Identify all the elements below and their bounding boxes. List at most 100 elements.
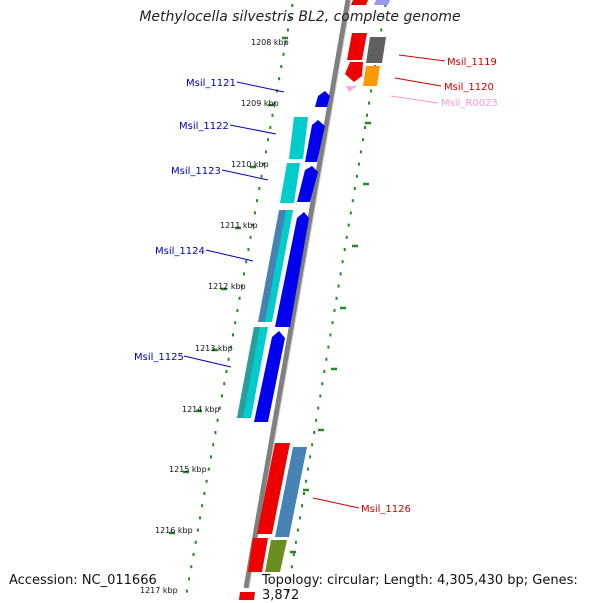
kbp-label: 1210 kbp — [231, 160, 269, 169]
minor-tick — [247, 248, 250, 251]
kbp-label: 1215 kbp — [169, 465, 207, 474]
minor-tick — [240, 284, 243, 288]
minor-tick — [366, 113, 368, 117]
minor-tick — [296, 528, 299, 532]
minor-tick — [362, 138, 364, 142]
gene-feature-red-top — [351, 0, 368, 5]
kbp-label: 1216 kbp — [155, 526, 193, 535]
kbp-label: 1208 kbp — [251, 38, 289, 47]
minor-tick — [290, 565, 293, 569]
minor-tick — [207, 467, 210, 471]
gene-feature-msil-1120 — [345, 62, 363, 82]
minor-tick — [238, 296, 241, 300]
minor-tick — [341, 260, 344, 264]
minor-tick — [339, 272, 342, 276]
minor-tick — [368, 101, 371, 105]
gene-feature-msil-1125 — [254, 331, 285, 422]
gene-feature-msil-1124 — [275, 212, 309, 327]
gene-feature-msil-1123-cyan — [280, 163, 300, 203]
gene-feature-msil-1126 — [275, 447, 307, 537]
minor-tick — [331, 321, 334, 325]
gene-feature-msil-1125-steel — [237, 327, 260, 418]
minor-tick — [370, 89, 373, 93]
gene-label-msil-1125[interactable]: Msil_1125 — [134, 352, 184, 363]
gene-feature-red-1 — [257, 443, 290, 534]
gene-label-msil-1123[interactable]: Msil_1123 — [171, 166, 221, 177]
minor-tick — [329, 333, 332, 337]
minor-tick — [291, 4, 294, 7]
minor-tick — [347, 223, 350, 227]
minor-tick — [267, 138, 270, 142]
minor-tick — [319, 394, 322, 398]
gene-feature-msil-1121 — [315, 91, 330, 107]
kbp-labels: 1208 kbp 1209 kbp 1210 kbp 1211 kbp 1212… — [140, 38, 289, 595]
minor-tick — [284, 40, 287, 44]
minor-tick — [307, 467, 310, 471]
minor-tick — [345, 235, 348, 239]
minor-tick — [309, 455, 312, 459]
minor-tick — [243, 272, 245, 276]
minor-tick — [286, 28, 289, 32]
minor-tick — [258, 187, 261, 190]
gene-label-msil-1120[interactable]: Msil_1120 — [444, 82, 494, 93]
accession-text: Accession: NC_011666 — [9, 573, 157, 588]
gene-feature-red-2 — [248, 538, 268, 572]
minor-tick — [269, 126, 272, 129]
minor-tick — [380, 28, 383, 32]
minor-tick — [251, 223, 254, 227]
gene-label-msil-1124[interactable]: Msil_1124 — [155, 246, 205, 257]
gene-feature-msil-1122-cyan — [289, 117, 308, 159]
minor-tick — [351, 199, 354, 203]
gene-label-msil-1119[interactable]: Msil_1119 — [447, 57, 497, 68]
minor-tick — [199, 516, 201, 520]
minor-tick — [264, 150, 267, 154]
kbp-label: 1213 kbp — [195, 344, 233, 353]
minor-tick — [223, 382, 226, 386]
minor-tick — [192, 553, 195, 556]
gene-label-msil-r0023[interactable]: Msil_R0023 — [441, 98, 498, 109]
kbp-label: 1217 kbp — [140, 586, 178, 595]
minor-tick — [256, 199, 259, 203]
minor-tick — [321, 382, 324, 386]
minor-tick — [271, 113, 274, 117]
gene-label-msil-1122[interactable]: Msil_1122 — [179, 121, 229, 132]
minor-tick — [311, 443, 314, 447]
minor-tick — [236, 309, 239, 312]
minor-tick — [317, 406, 320, 410]
minor-tick — [245, 260, 248, 264]
minor-tick — [359, 150, 362, 154]
gene-feature-orange — [363, 66, 380, 86]
minor-tick — [303, 492, 305, 495]
minor-tick — [201, 504, 204, 508]
minor-tick — [323, 370, 326, 373]
gene-feature-msil-1124-cyan — [265, 210, 293, 322]
gene-feature-red-3 — [239, 592, 255, 600]
minor-tick — [260, 174, 263, 178]
gene-feature-msil-1119 — [347, 33, 367, 60]
minor-tick — [288, 577, 291, 581]
minor-tick — [301, 504, 303, 508]
minor-tick — [190, 565, 193, 569]
left-tick-track — [185, 4, 294, 593]
genome-backbone — [243, 0, 351, 589]
minor-tick — [249, 235, 252, 239]
major-ticks — [169, 36, 376, 554]
gene-label-msil-1121[interactable]: Msil_1121 — [186, 78, 236, 89]
gene-feature-msil-1122 — [305, 120, 325, 162]
minor-tick — [196, 528, 199, 532]
minor-tick — [298, 516, 301, 520]
minor-tick — [218, 406, 221, 410]
minor-tick — [229, 345, 232, 349]
gene-feature-msil-1123 — [297, 166, 318, 202]
minor-tick — [337, 284, 340, 288]
minor-tick — [357, 162, 360, 166]
minor-tick — [327, 345, 330, 349]
minor-tick — [194, 540, 197, 544]
gene-label-msil-1126[interactable]: Msil_1126 — [361, 504, 411, 515]
minor-tick — [292, 553, 295, 556]
minor-tick — [384, 4, 387, 7]
minor-tick — [221, 394, 223, 398]
minor-tick — [185, 589, 188, 593]
minor-tick — [315, 418, 318, 422]
